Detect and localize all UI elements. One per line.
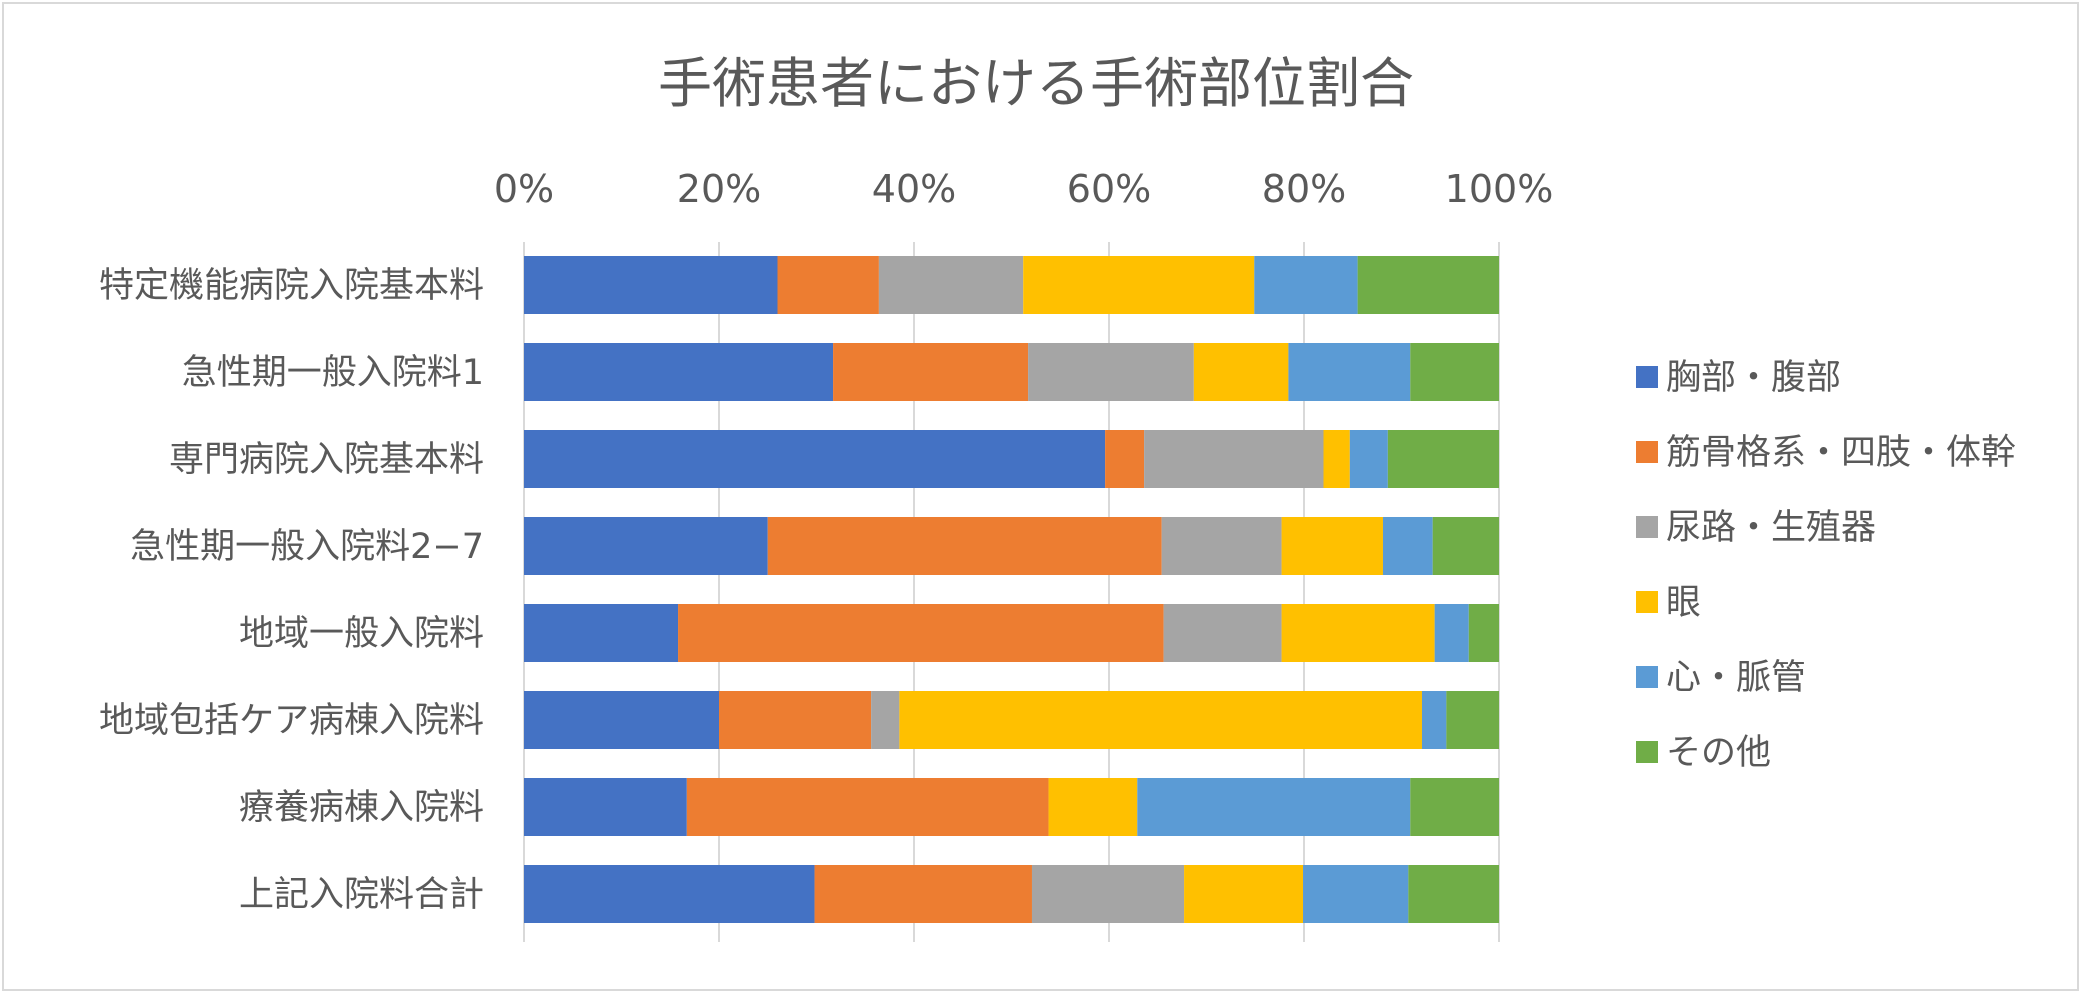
bar-segment	[833, 343, 1029, 401]
bar-segment	[1410, 778, 1499, 836]
legend-swatch	[1636, 741, 1658, 763]
bar-segment	[524, 778, 687, 836]
bar-segment	[1349, 430, 1388, 488]
bar-segment	[1163, 604, 1282, 662]
legend-swatch	[1636, 666, 1658, 688]
legend-label: 尿路・生殖器	[1666, 508, 1876, 548]
category-label: 専門病院入院基本料	[169, 440, 484, 480]
bar-segment	[1193, 343, 1289, 401]
x-tick-label: 20%	[677, 167, 761, 211]
bar-segment	[524, 517, 768, 575]
x-tick-label: 80%	[1262, 167, 1346, 211]
bar-segment	[678, 604, 1164, 662]
bar-segment	[1281, 604, 1435, 662]
bar-segment	[1410, 343, 1499, 401]
bar-segment	[1446, 691, 1499, 749]
legend-label: 筋骨格系・四肢・体幹	[1666, 433, 2016, 473]
bar-segment	[1421, 691, 1447, 749]
bar-segment	[1161, 517, 1282, 575]
bar-segment	[1288, 343, 1411, 401]
legend-swatch	[1636, 516, 1658, 538]
bar-segment	[719, 691, 872, 749]
bar-segment	[1031, 865, 1185, 923]
bar-segment	[1303, 865, 1409, 923]
bar-segment	[871, 691, 900, 749]
bar-segment	[1468, 604, 1499, 662]
bar-segment	[524, 691, 719, 749]
legend-label: 眼	[1666, 583, 1701, 623]
bar-segment	[1023, 256, 1255, 314]
bar-segment	[524, 430, 1106, 488]
bar-segment	[878, 256, 1024, 314]
category-label: 特定機能病院入院基本料	[99, 266, 484, 306]
bar-segment	[524, 343, 834, 401]
legend-swatch	[1636, 441, 1658, 463]
bar-segment	[1387, 430, 1499, 488]
x-tick-label: 100%	[1445, 167, 1554, 211]
bar-segment	[1281, 517, 1383, 575]
legend-swatch	[1636, 591, 1658, 613]
bar-segment	[767, 517, 1162, 575]
bar-segment	[899, 691, 1422, 749]
bar-segment	[1254, 256, 1358, 314]
bar-segment	[1357, 256, 1499, 314]
category-label: 急性期一般入院料2−7	[130, 527, 484, 567]
legend-label: 心・脈管	[1666, 658, 1806, 698]
category-label: 地域一般入院料	[239, 614, 484, 654]
bar-segment	[1048, 778, 1138, 836]
bar-segment	[1323, 430, 1350, 488]
legend-swatch	[1636, 366, 1658, 388]
bar-segment	[1137, 778, 1411, 836]
bar-segment	[1432, 517, 1499, 575]
bar-segment	[524, 604, 679, 662]
bar-segment	[686, 778, 1049, 836]
bar-segment	[777, 256, 879, 314]
category-label: 急性期一般入院料1	[182, 353, 484, 393]
x-tick-label: 40%	[872, 167, 956, 211]
stacked-bar-chart: 手術患者における手術部位割合 0% 20% 40% 60% 80% 100% 特定機能病院…	[99, 52, 2016, 942]
bar-segment	[814, 865, 1032, 923]
bar-segment	[1408, 865, 1499, 923]
legend-label: その他	[1666, 733, 1771, 773]
category-label: 療養病棟入院料	[239, 788, 484, 828]
x-axis-ticks: 0% 20% 40% 60% 80% 100%	[494, 167, 1553, 211]
bar-segment	[1028, 343, 1194, 401]
bar-segment	[1105, 430, 1145, 488]
chart-title: 手術患者における手術部位割合	[658, 52, 1414, 115]
x-tick-label: 0%	[494, 167, 554, 211]
x-tick-label: 60%	[1067, 167, 1151, 211]
bar-segment	[1184, 865, 1304, 923]
bar-segment	[1434, 604, 1469, 662]
bar-segments	[524, 256, 1499, 923]
bar-segment	[524, 865, 815, 923]
bar-segment	[1382, 517, 1433, 575]
category-label: 地域包括ケア病棟入院料	[99, 701, 484, 741]
legend-label: 胸部・腹部	[1666, 358, 1841, 398]
bar-segment	[1144, 430, 1324, 488]
bar-segment	[524, 256, 778, 314]
category-label: 上記入院料合計	[239, 875, 484, 915]
